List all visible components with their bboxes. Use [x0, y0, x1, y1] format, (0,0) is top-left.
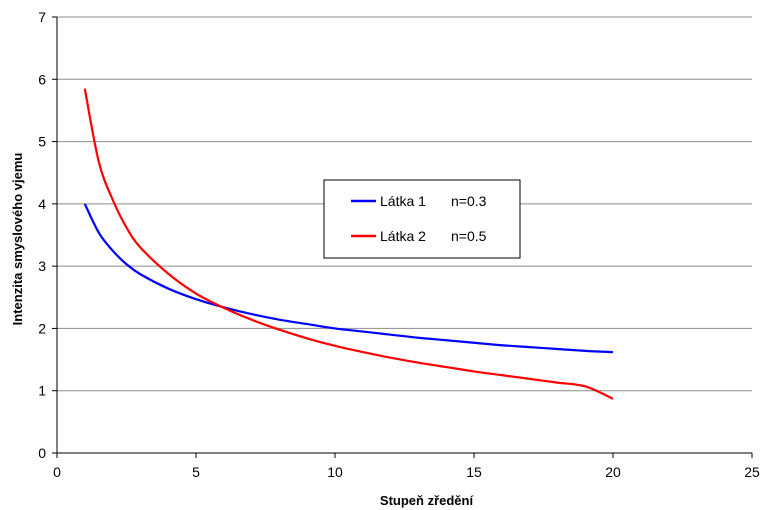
- y-tick-labels: 0 1 2 3 4 5 6 7: [38, 9, 46, 461]
- y-tick-label: 5: [38, 134, 46, 150]
- x-tick-label: 5: [192, 464, 200, 480]
- x-tick-labels: 0 5 10 15 20 25: [53, 464, 760, 480]
- y-tick-label: 2: [38, 320, 46, 336]
- legend-label-1: Látka 1: [380, 193, 426, 209]
- y-tick-label: 7: [38, 9, 46, 25]
- series-lines: [83, 88, 614, 400]
- legend-box: [323, 179, 521, 259]
- y-tick-label: 6: [38, 71, 46, 87]
- series-line-1: [83, 203, 614, 354]
- legend-suffix-2: n=0.5: [451, 228, 487, 244]
- y-tick-label: 4: [38, 196, 46, 212]
- y-tick-label: 0: [38, 445, 46, 461]
- y-axis-title: Intenzita smyslového vjemu: [10, 153, 25, 326]
- y-tick-label: 3: [38, 258, 46, 274]
- axes: [52, 16, 753, 458]
- x-axis-title: Stupeň zředění: [380, 493, 474, 508]
- y-tick-label: 1: [38, 383, 46, 399]
- x-tick-label: 15: [466, 464, 482, 480]
- gridlines: [57, 16, 752, 392]
- x-tick-label: 20: [605, 464, 621, 480]
- x-tick-label: 0: [53, 464, 61, 480]
- x-tick-label: 10: [327, 464, 343, 480]
- x-tick-label: 25: [744, 464, 760, 480]
- legend-label-2: Látka 2: [380, 228, 426, 244]
- legend-suffix-1: n=0.3: [451, 193, 487, 209]
- series-line-2: [83, 88, 614, 400]
- legend: Látka 1 n=0.3 Látka 2 n=0.5: [323, 179, 521, 259]
